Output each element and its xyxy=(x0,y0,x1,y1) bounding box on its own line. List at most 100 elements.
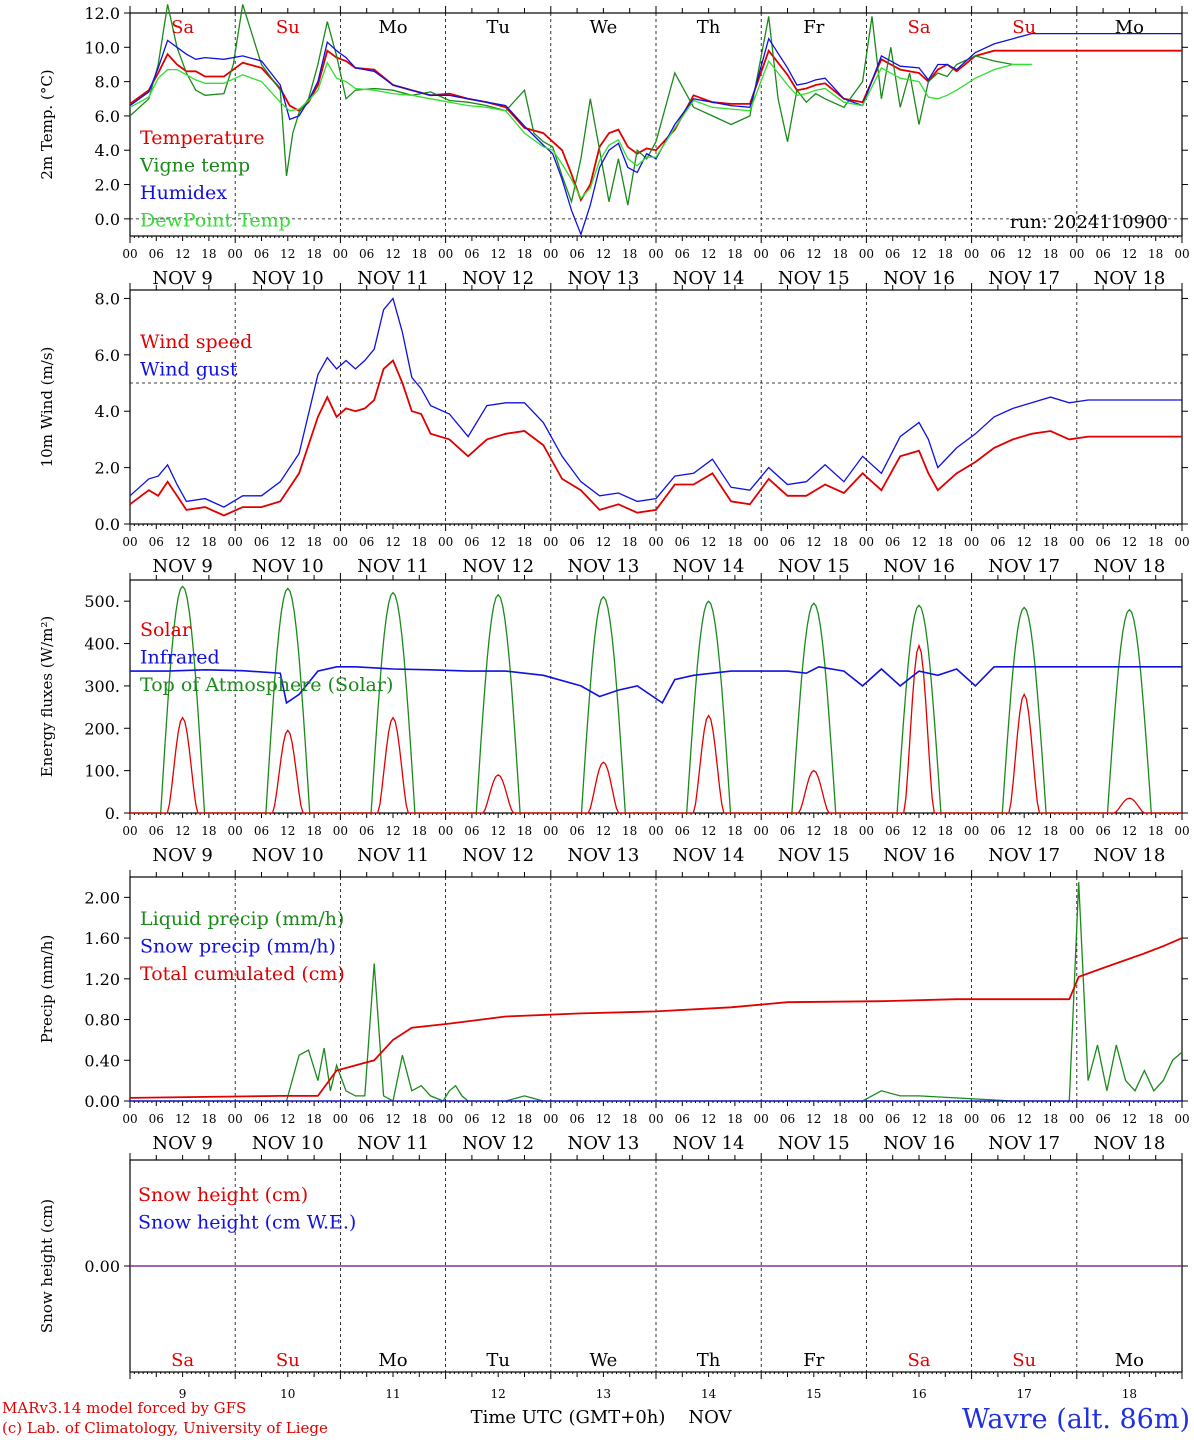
date-label: NOV 14 xyxy=(673,268,745,289)
hour-label: 06 xyxy=(464,535,479,549)
hour-label: 18 xyxy=(622,535,637,549)
hour-label: 18 xyxy=(622,824,637,838)
hour-label: 12 xyxy=(385,1112,400,1126)
legend-entry: DewPoint Temp xyxy=(140,210,291,232)
hour-label: 00 xyxy=(543,535,558,549)
legend-entry: Temperature xyxy=(140,127,264,149)
hour-label: 18 xyxy=(1148,247,1163,261)
hour-label: 18 xyxy=(1043,1112,1058,1126)
hour-label: 00 xyxy=(1174,1112,1189,1126)
hour-label: 18 xyxy=(622,1112,637,1126)
hour-label: 12 xyxy=(385,535,400,549)
hour-label: 12 xyxy=(806,1112,821,1126)
date-label: NOV 17 xyxy=(988,845,1060,866)
weekday-label-bottom: Sa xyxy=(171,1350,194,1371)
hour-label: 18 xyxy=(1148,824,1163,838)
y-tick-label: 0.40 xyxy=(84,1051,120,1070)
hour-label: 00 xyxy=(228,247,243,261)
date-label: NOV 9 xyxy=(152,556,212,577)
series-temperature xyxy=(129,48,1182,203)
date-label: NOV 10 xyxy=(252,1133,324,1154)
hour-label: 00 xyxy=(754,1112,769,1126)
run-label: run: 2024110900 xyxy=(1010,212,1168,233)
day-number: 12 xyxy=(491,1387,506,1401)
date-label: NOV 14 xyxy=(673,556,745,577)
day-number: 15 xyxy=(806,1387,821,1401)
hour-label: 12 xyxy=(701,247,716,261)
y-tick-label: 8.0 xyxy=(95,73,120,92)
hour-label: 06 xyxy=(675,535,690,549)
y-axis-label: 2m Temp. (°C) xyxy=(38,69,56,179)
hour-label: 00 xyxy=(754,247,769,261)
weekday-label-bottom: Fr xyxy=(803,1350,824,1371)
hour-label: 00 xyxy=(964,247,979,261)
hour-label: 00 xyxy=(333,247,348,261)
hour-label: 06 xyxy=(254,535,269,549)
hour-label: 00 xyxy=(438,824,453,838)
hour-label: 12 xyxy=(175,1112,190,1126)
legend-entry: Top of Atmosphere (Solar) xyxy=(140,674,393,696)
hour-label: 18 xyxy=(727,535,742,549)
y-tick-label: 6.0 xyxy=(95,107,120,126)
hour-label: 06 xyxy=(359,247,374,261)
date-label: NOV 16 xyxy=(883,1133,955,1154)
series-vigne-temp xyxy=(129,4,1032,206)
day-number: 16 xyxy=(911,1387,926,1401)
hour-label: 06 xyxy=(149,247,164,261)
hour-label: 00 xyxy=(859,535,874,549)
y-tick-label: 100. xyxy=(84,762,120,781)
hour-label: 06 xyxy=(359,535,374,549)
date-label: NOV 16 xyxy=(883,556,955,577)
hour-label: 12 xyxy=(701,1112,716,1126)
hour-label: 12 xyxy=(175,535,190,549)
hour-label: 06 xyxy=(1095,247,1110,261)
legend-entry: Snow height (cm W.E.) xyxy=(138,1212,356,1234)
hour-label: 18 xyxy=(517,247,532,261)
hour-label: 06 xyxy=(780,824,795,838)
hour-label: 18 xyxy=(727,824,742,838)
hour-label: 18 xyxy=(412,824,427,838)
legend-entry: Wind gust xyxy=(140,359,238,381)
hour-label: 06 xyxy=(990,535,1005,549)
hour-label: 18 xyxy=(517,1112,532,1126)
hour-label: 00 xyxy=(964,824,979,838)
hour-label: 00 xyxy=(1069,247,1084,261)
hour-label: 18 xyxy=(1148,1112,1163,1126)
date-label: NOV 10 xyxy=(252,268,324,289)
hour-label: 00 xyxy=(228,1112,243,1126)
hour-label: 06 xyxy=(1095,535,1110,549)
hour-label: 18 xyxy=(412,535,427,549)
hour-label: 06 xyxy=(780,535,795,549)
date-label: NOV 17 xyxy=(988,1133,1060,1154)
hour-label: 18 xyxy=(832,247,847,261)
hour-label: 18 xyxy=(938,1112,953,1126)
date-label: NOV 12 xyxy=(462,1133,534,1154)
hour-label: 00 xyxy=(122,247,137,261)
y-axis-label: Precip (mm/h) xyxy=(38,935,56,1044)
hour-label: 12 xyxy=(1017,535,1032,549)
day-number: 17 xyxy=(1017,1387,1032,1401)
weekday-label-bottom: Sa xyxy=(907,1350,930,1371)
hour-label: 06 xyxy=(1095,824,1110,838)
weekday-label-top: Mo xyxy=(378,17,407,38)
weekday-label-bottom: Th xyxy=(697,1350,721,1371)
series-humidex xyxy=(129,32,1182,237)
date-label: NOV 16 xyxy=(883,268,955,289)
hour-label: 18 xyxy=(938,824,953,838)
y-tick-label: 12.0 xyxy=(84,4,120,23)
hour-label: 06 xyxy=(149,824,164,838)
weekday-label-bottom: Tu xyxy=(486,1350,510,1371)
day-number: 18 xyxy=(1122,1387,1137,1401)
weekday-label-top: Sa xyxy=(907,17,930,38)
hour-label: 06 xyxy=(885,824,900,838)
hour-label: 18 xyxy=(727,247,742,261)
series-dewpoint-temp xyxy=(129,59,1032,200)
hour-label: 06 xyxy=(675,247,690,261)
legend-entry: Humidex xyxy=(140,182,227,204)
hour-label: 12 xyxy=(491,1112,506,1126)
date-label: NOV 12 xyxy=(462,845,534,866)
hour-label: 00 xyxy=(1069,1112,1084,1126)
weekday-label-bottom: We xyxy=(590,1350,618,1371)
hour-label: 12 xyxy=(701,535,716,549)
